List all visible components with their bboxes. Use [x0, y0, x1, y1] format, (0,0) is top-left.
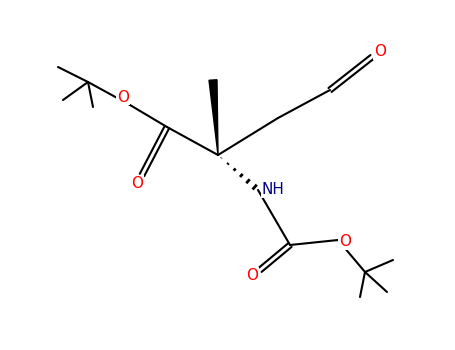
- Text: NH: NH: [262, 182, 284, 197]
- Polygon shape: [209, 80, 218, 155]
- Text: O: O: [131, 175, 143, 190]
- Text: O: O: [374, 44, 386, 60]
- Text: O: O: [117, 90, 129, 105]
- Text: O: O: [339, 234, 351, 250]
- Text: O: O: [246, 267, 258, 282]
